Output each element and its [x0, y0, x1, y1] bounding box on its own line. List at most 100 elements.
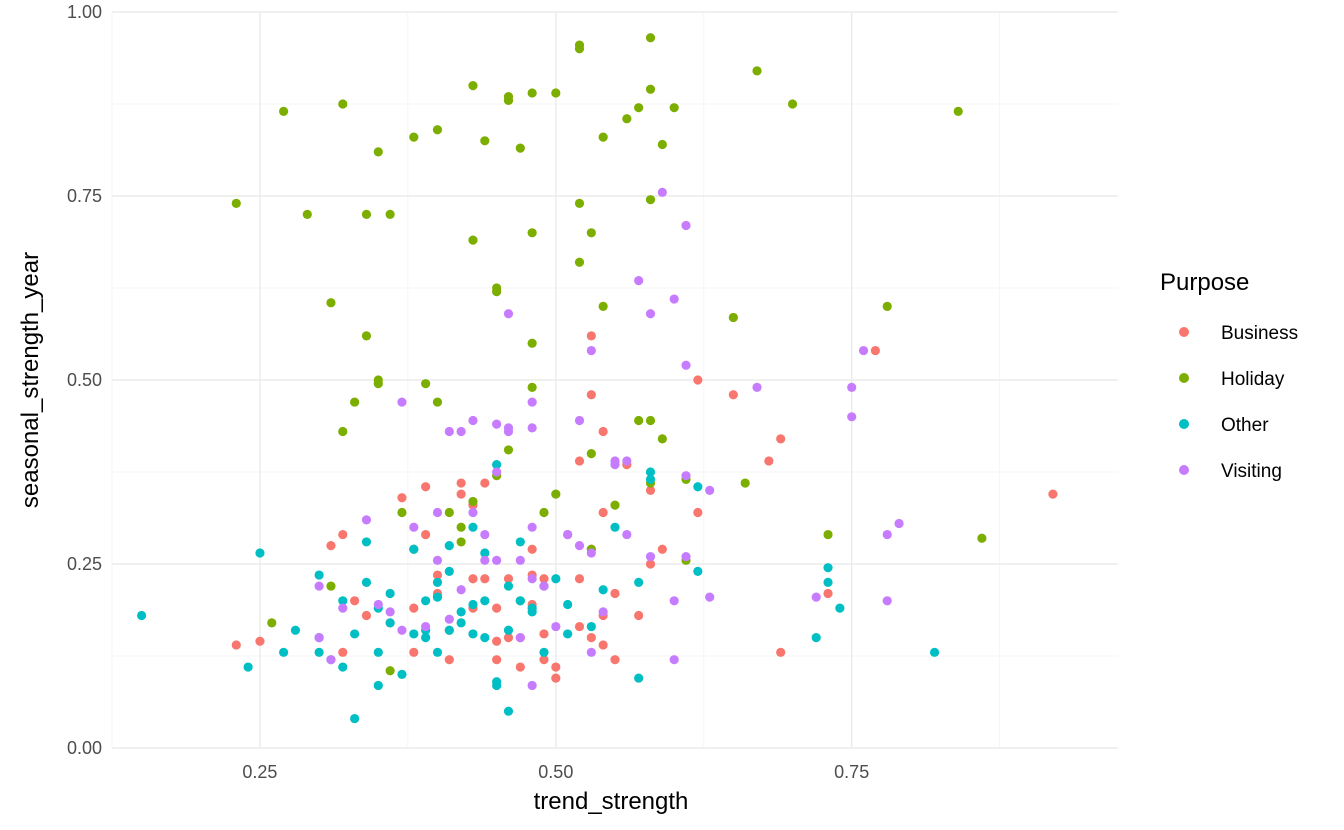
data-point-other — [243, 662, 253, 672]
data-point-holiday — [657, 434, 667, 444]
data-point-holiday — [468, 81, 478, 91]
data-point-other — [480, 633, 490, 643]
data-point-other — [693, 566, 703, 576]
legend-label-visiting: Visiting — [1221, 461, 1282, 482]
legend-label-holiday: Holiday — [1221, 369, 1285, 390]
data-point-visiting — [409, 522, 419, 532]
data-point-visiting — [444, 426, 454, 437]
data-point-visiting — [373, 599, 383, 610]
data-point-holiday — [385, 666, 395, 676]
data-point-other — [385, 618, 395, 628]
data-point-visiting — [515, 633, 525, 643]
data-point-other — [634, 577, 644, 588]
data-point-holiday — [468, 235, 478, 245]
data-point-other — [835, 603, 845, 613]
data-point-visiting — [326, 655, 336, 665]
data-point-holiday — [480, 136, 490, 146]
data-point-holiday — [634, 103, 644, 113]
data-point-holiday — [279, 106, 289, 116]
data-point-business — [823, 588, 833, 599]
data-point-other — [456, 618, 466, 628]
data-point-visiting — [551, 621, 561, 632]
data-point-other — [503, 581, 514, 591]
data-point-business — [444, 655, 454, 665]
data-point-holiday — [752, 66, 762, 76]
data-point-visiting — [432, 555, 443, 565]
data-point-visiting — [397, 625, 407, 635]
data-point-other — [551, 574, 561, 584]
x-tick-label: 0.75 — [834, 762, 869, 782]
data-point-visiting — [397, 397, 407, 407]
data-points — [136, 33, 1058, 724]
data-point-other — [385, 588, 395, 599]
data-point-business — [338, 529, 348, 540]
data-point-business — [574, 621, 585, 632]
data-point-holiday — [409, 132, 419, 142]
data-point-other — [634, 673, 644, 683]
data-point-visiting — [574, 415, 585, 426]
data-point-business — [728, 390, 738, 400]
data-point-holiday — [539, 507, 549, 518]
data-point-visiting — [586, 647, 596, 657]
data-point-other — [480, 548, 490, 558]
data-point-other — [432, 577, 443, 588]
data-point-other — [314, 647, 324, 657]
data-point-business — [551, 673, 561, 683]
data-point-business — [492, 655, 502, 665]
data-point-business — [515, 662, 525, 672]
data-point-visiting — [586, 345, 596, 356]
data-point-business — [693, 507, 703, 518]
legend: Purpose Business Holiday Other Visiting — [1160, 269, 1298, 482]
data-point-other — [373, 680, 383, 691]
data-point-other — [409, 544, 419, 554]
data-point-holiday — [645, 84, 656, 94]
data-point-visiting — [468, 507, 478, 518]
data-point-holiday — [610, 500, 620, 510]
data-point-visiting — [657, 187, 667, 197]
data-point-holiday — [574, 257, 585, 267]
data-point-visiting — [492, 419, 502, 429]
data-point-visiting — [681, 471, 691, 481]
data-point-business — [645, 485, 656, 495]
data-point-other — [492, 677, 502, 687]
data-point-holiday — [953, 106, 963, 116]
data-point-holiday — [267, 618, 277, 628]
data-point-business — [503, 574, 514, 584]
data-point-other — [515, 596, 525, 606]
data-point-other — [468, 629, 478, 639]
data-point-other — [503, 706, 514, 716]
data-point-visiting — [598, 607, 608, 617]
data-point-visiting — [882, 529, 892, 540]
data-point-business — [764, 456, 774, 466]
data-point-holiday — [432, 125, 443, 135]
data-point-other — [421, 596, 431, 606]
data-point-holiday — [503, 95, 514, 105]
data-point-visiting — [527, 522, 537, 532]
data-point-other — [255, 548, 265, 558]
data-point-business — [574, 574, 585, 584]
y-axis-ticks: 0.00 0.25 0.50 0.75 1.00 — [67, 2, 102, 758]
data-point-holiday — [515, 143, 525, 153]
data-point-business — [409, 647, 419, 657]
legend-key-holiday — [1179, 373, 1189, 383]
data-point-visiting — [527, 397, 537, 407]
y-tick-label: 0.00 — [67, 738, 102, 758]
data-point-other — [290, 625, 301, 635]
data-point-visiting — [894, 518, 904, 529]
data-point-holiday — [231, 198, 241, 208]
data-point-holiday — [622, 114, 632, 124]
data-point-other — [432, 592, 443, 602]
data-point-other — [823, 563, 833, 573]
data-point-business — [870, 345, 880, 356]
data-point-holiday — [373, 147, 383, 157]
data-point-business — [421, 482, 431, 492]
data-point-other — [444, 541, 454, 551]
data-point-other — [563, 629, 573, 639]
data-point-other — [693, 482, 703, 492]
legend-key-business — [1179, 327, 1189, 337]
x-tick-label: 0.50 — [538, 762, 573, 782]
data-point-holiday — [361, 331, 372, 341]
legend-entries: Business Holiday Other Visiting — [1179, 323, 1298, 482]
data-point-visiting — [527, 574, 537, 584]
